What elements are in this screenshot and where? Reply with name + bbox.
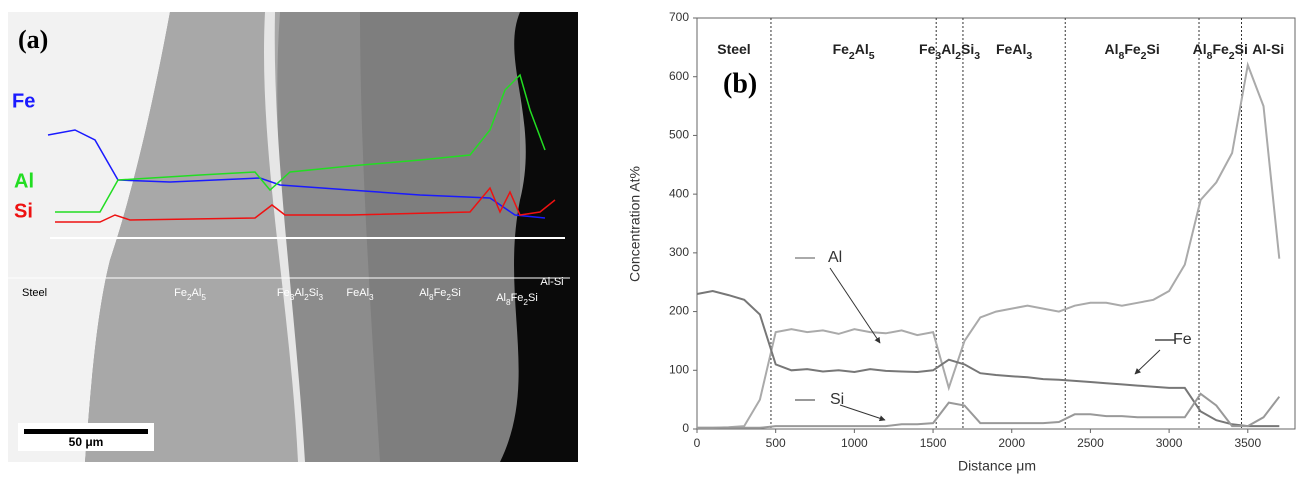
x-axis-label: Distance μm [958, 458, 1036, 474]
x-tick-label: 0 [694, 436, 701, 450]
x-tick-label: 2000 [998, 436, 1025, 450]
y-tick-label: 200 [669, 304, 689, 318]
y-tick-label: 100 [669, 362, 689, 376]
x-tick-label: 1500 [920, 436, 947, 450]
chart: (b) Distance μm Concentration At% 0 100 20… [627, 10, 1296, 474]
element-label: Fe [12, 90, 35, 112]
x-tick-label: 1000 [841, 436, 868, 450]
y-tick-label: 500 [669, 128, 689, 142]
fe-profile [47, 129, 546, 219]
phase-label: Al8Fe2Si [419, 287, 461, 302]
micrograph: 50 μm (a) Fe Al Si Steel Fe2Al5 Fe3Al2Si… [8, 12, 578, 462]
region-label: Steel [717, 41, 750, 57]
x-tick-label: 3000 [1156, 436, 1183, 450]
x-tick-label: 2500 [1077, 436, 1104, 450]
region-label: FeAl3 [996, 41, 1032, 62]
region-label: Fe2Al5 [833, 41, 875, 62]
phase-label: Al8Fe2Si [496, 292, 538, 307]
phase-label: Fe2Al5 [174, 287, 206, 302]
y-tick-label: 0 [682, 421, 689, 435]
region-label: Al8Fe2Si [1104, 41, 1159, 62]
x-tick-label: 3500 [1234, 436, 1261, 450]
x-tick-label: 500 [766, 436, 786, 450]
element-label: Si [14, 200, 33, 222]
region-label: Fe3Al2Si3 [919, 41, 980, 62]
element-label: Al [14, 170, 34, 192]
plot-frame [696, 17, 1296, 430]
phase-label: FeAl3 [346, 287, 374, 302]
annotation-arrow [829, 267, 881, 344]
al-profile [55, 73, 546, 213]
series-label: Al [828, 249, 842, 266]
scale-label: 50 μm [69, 435, 104, 449]
y-tick-label: 600 [669, 69, 689, 83]
panel-label: (a) [18, 25, 48, 54]
y-tick-label: 400 [669, 186, 689, 200]
region-label: Al8Fe2Si [1193, 41, 1248, 62]
series-label: Fe [1173, 331, 1192, 348]
y-tick-label: 300 [669, 245, 689, 259]
annotation-arrow [1134, 349, 1161, 375]
scale-bar-box [18, 423, 154, 451]
y-tick-label: 700 [669, 10, 689, 24]
phase-label: Steel [22, 287, 47, 299]
series-line [697, 392, 1281, 429]
annotation-arrow [839, 404, 886, 422]
phase-label: Fe3Al2Si3 [277, 287, 324, 302]
panel-label: (b) [723, 68, 757, 99]
scale-bar [24, 429, 148, 434]
phase-label: Al-Si [540, 276, 563, 288]
series-label: Si [830, 391, 844, 408]
region-label: Al-Si [1252, 41, 1284, 57]
series-line [697, 61, 1281, 429]
y-axis-label: Concentration At% [627, 166, 643, 282]
series-line [696, 289, 1280, 428]
si-profile [55, 186, 556, 223]
